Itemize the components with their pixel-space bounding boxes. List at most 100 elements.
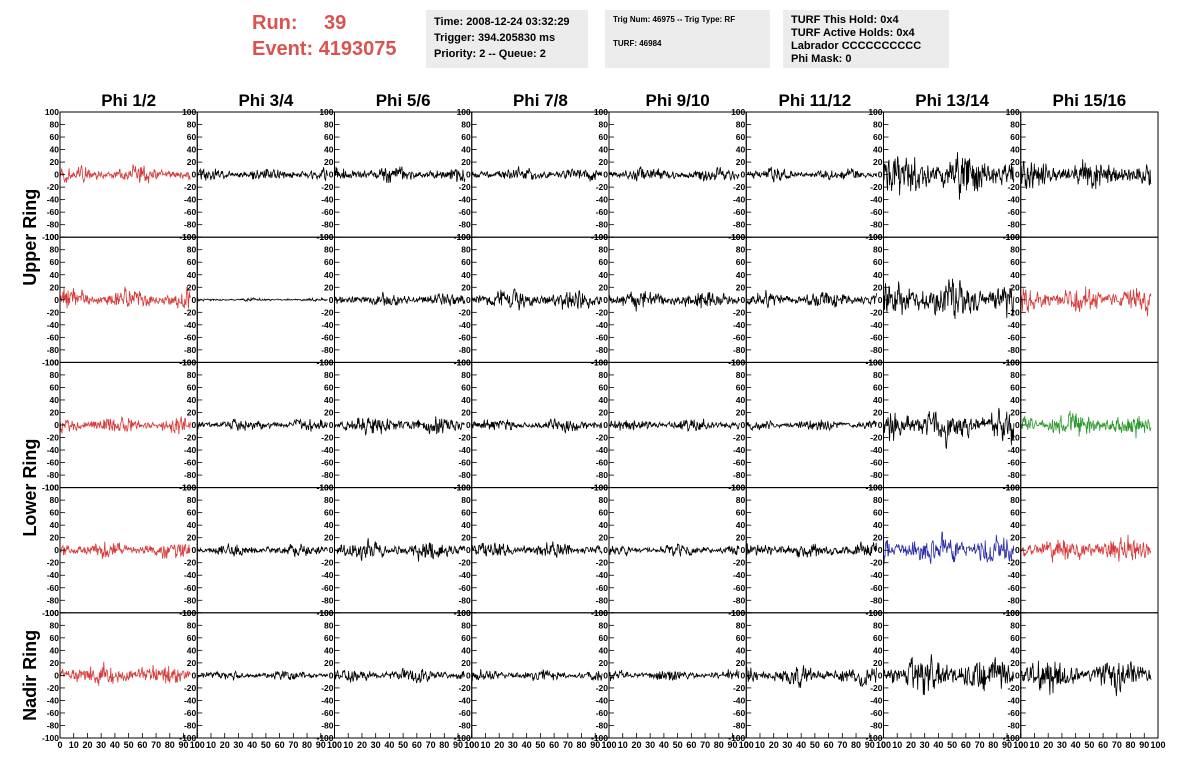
y-tick-label: 0 bbox=[329, 420, 334, 430]
y-tick-label: -100 bbox=[316, 608, 333, 618]
x-tick-label: 20 bbox=[769, 740, 779, 750]
y-tick-label: 60 bbox=[1010, 132, 1020, 142]
y-tick-label: 20 bbox=[873, 157, 883, 167]
y-tick-label: 100 bbox=[182, 232, 196, 242]
x-tick-label: 60 bbox=[275, 740, 285, 750]
y-tick-label: 40 bbox=[599, 395, 609, 405]
y-tick-label: 20 bbox=[461, 157, 471, 167]
y-tick-label: 40 bbox=[324, 645, 334, 655]
y-tick-label: 60 bbox=[50, 382, 60, 392]
y-tick-label: -20 bbox=[870, 307, 883, 317]
y-tick-label: 20 bbox=[324, 658, 334, 668]
column-header: Phi 1/2 bbox=[101, 91, 156, 110]
panel-frame-r2-c2 bbox=[334, 361, 473, 489]
y-tick-label: 40 bbox=[1010, 395, 1020, 405]
y-tick-label: 80 bbox=[50, 370, 60, 380]
x-tick-label: 60 bbox=[1098, 740, 1108, 750]
y-tick-label: -80 bbox=[184, 470, 197, 480]
y-tick-label: -80 bbox=[870, 345, 883, 355]
y-tick-label: 40 bbox=[461, 645, 471, 655]
y-tick-label: -80 bbox=[321, 595, 334, 605]
x-tick-label: 100 bbox=[327, 740, 342, 750]
x-tick-label: 40 bbox=[110, 740, 120, 750]
y-tick-label: 20 bbox=[873, 533, 883, 543]
y-tick-label: 60 bbox=[187, 382, 197, 392]
y-tick-label: 20 bbox=[187, 282, 197, 292]
y-tick-label: 80 bbox=[187, 245, 197, 255]
waveform-trace-r2-c2 bbox=[334, 416, 466, 436]
x-tick-label: 80 bbox=[851, 740, 861, 750]
x-tick-label: 60 bbox=[137, 740, 147, 750]
y-tick-label: 80 bbox=[187, 495, 197, 505]
x-tick-label: 70 bbox=[426, 740, 436, 750]
turf-active-line: TURF Active Holds: 0x4 bbox=[791, 27, 915, 39]
y-tick-label: -100 bbox=[42, 232, 59, 242]
y-tick-label: -40 bbox=[733, 195, 746, 205]
y-tick-label: -80 bbox=[596, 720, 609, 730]
x-tick-label: 90 bbox=[590, 740, 600, 750]
y-tick-label: 20 bbox=[599, 157, 609, 167]
y-tick-label: 20 bbox=[187, 157, 197, 167]
y-tick-label: -100 bbox=[591, 608, 608, 618]
y-tick-label: -60 bbox=[733, 458, 746, 468]
y-tick-label: -20 bbox=[1007, 307, 1020, 317]
y-tick-label: -80 bbox=[596, 220, 609, 230]
y-tick-label: -40 bbox=[184, 445, 197, 455]
labrador-line: Labrador CCCCCCCCCC bbox=[791, 40, 922, 52]
y-tick-label: 100 bbox=[594, 608, 608, 618]
y-tick-label: -40 bbox=[47, 320, 60, 330]
y-tick-label: -60 bbox=[47, 332, 60, 342]
x-tick-label: 0 bbox=[332, 740, 337, 750]
y-tick-label: 60 bbox=[461, 508, 471, 518]
y-tick-label: 80 bbox=[873, 245, 883, 255]
column-header: Phi 15/16 bbox=[1053, 91, 1127, 110]
y-tick-label: -40 bbox=[458, 445, 471, 455]
y-tick-label: -60 bbox=[184, 207, 197, 217]
y-tick-label: -60 bbox=[1007, 458, 1020, 468]
y-tick-label: 0 bbox=[741, 670, 746, 680]
y-tick-label: 100 bbox=[182, 608, 196, 618]
waveform-trace-r4-c2 bbox=[334, 667, 466, 684]
y-tick-label: -20 bbox=[733, 182, 746, 192]
x-tick-label: 0 bbox=[57, 740, 62, 750]
y-tick-label: -20 bbox=[184, 433, 197, 443]
x-tick-label: 30 bbox=[645, 740, 655, 750]
y-tick-label: -100 bbox=[865, 483, 882, 493]
y-tick-label: 80 bbox=[187, 370, 197, 380]
y-tick-label: 20 bbox=[1010, 658, 1020, 668]
column-header: Phi 9/10 bbox=[645, 91, 709, 110]
y-tick-label: -40 bbox=[184, 695, 197, 705]
y-tick-label: 100 bbox=[319, 357, 333, 367]
y-tick-label: -80 bbox=[47, 220, 60, 230]
y-tick-label: -100 bbox=[179, 232, 196, 242]
y-tick-label: 40 bbox=[1010, 645, 1020, 655]
y-tick-label: 20 bbox=[187, 407, 197, 417]
run-label: Run: bbox=[252, 12, 298, 34]
trig-num-line: Trig Num: 46975 -- Trig Type: RF bbox=[613, 15, 736, 24]
waveform-trace-r4-c7 bbox=[1020, 660, 1152, 697]
event-line: Event: 4193075 bbox=[252, 36, 397, 62]
y-tick-label: 80 bbox=[461, 120, 471, 130]
y-tick-label: -40 bbox=[733, 695, 746, 705]
y-tick-label: -80 bbox=[321, 345, 334, 355]
y-tick-label: 20 bbox=[50, 407, 60, 417]
column-header: Phi 13/14 bbox=[915, 91, 989, 110]
y-tick-label: 80 bbox=[324, 620, 334, 630]
x-tick-label: 30 bbox=[920, 740, 930, 750]
y-tick-label: -80 bbox=[47, 345, 60, 355]
y-tick-label: 20 bbox=[873, 282, 883, 292]
x-tick-label: 60 bbox=[686, 740, 696, 750]
y-tick-label: -20 bbox=[596, 182, 609, 192]
y-tick-label: 100 bbox=[457, 608, 471, 618]
y-tick-label: 20 bbox=[599, 407, 609, 417]
y-tick-label: -60 bbox=[184, 708, 197, 718]
y-tick-label: -80 bbox=[596, 345, 609, 355]
y-tick-label: -80 bbox=[321, 220, 334, 230]
x-tick-label: 10 bbox=[206, 740, 216, 750]
y-tick-label: 0 bbox=[54, 420, 59, 430]
y-tick-label: -80 bbox=[184, 720, 197, 730]
y-tick-label: 80 bbox=[1010, 245, 1020, 255]
column-header: Phi 3/4 bbox=[238, 91, 293, 110]
y-tick-label: -80 bbox=[733, 345, 746, 355]
y-tick-label: -40 bbox=[458, 695, 471, 705]
